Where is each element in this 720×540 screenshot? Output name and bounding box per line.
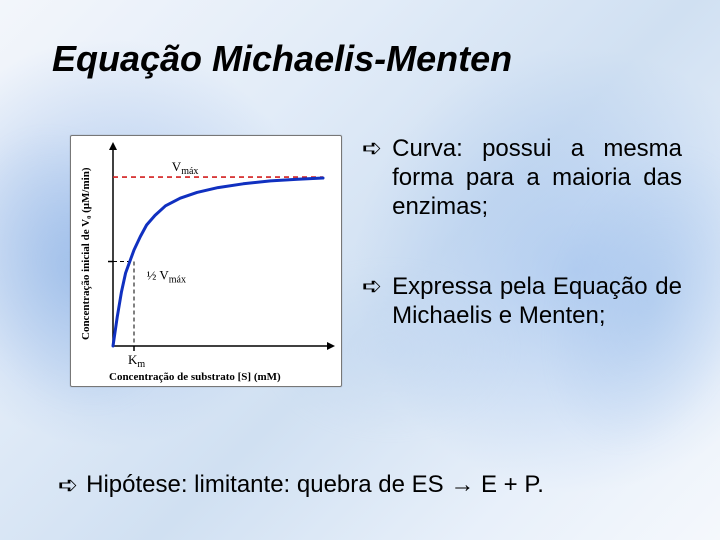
footer-bullet: ➪ Hipótese: limitante: quebra de ES → E …: [58, 471, 670, 500]
svg-text:Concentração de substrato [S]: Concentração de substrato [S] (mM): [109, 371, 281, 383]
bullet-arrow-icon: ➪: [362, 273, 382, 302]
bullet-item: ➪ Curva: possui a mesma forma para a mai…: [362, 135, 682, 221]
svg-text:½ Vmáx: ½ Vmáx: [147, 268, 186, 286]
mm-chart-svg: Vmáx ½ Vmáx Km Concentração inicial de V₀ (…: [71, 136, 341, 386]
bullet-list: ➪ Curva: possui a mesma forma para a mai…: [362, 135, 682, 383]
bullet-item: ➪ Expressa pela Equação de Michaelis e M…: [362, 273, 682, 331]
bullet-arrow-icon: ➪: [362, 135, 382, 164]
svg-text:Vmáx: Vmáx: [172, 159, 199, 177]
svg-text:Km: Km: [128, 352, 145, 370]
bullet-text: Expressa pela Equação de Michaelis e Men…: [392, 273, 682, 331]
slide: Equação Michaelis-Menten Vmáx½ VmáxKmCon…: [0, 0, 720, 540]
footer-text: Hipótese: limitante: quebra de ES → E + …: [86, 471, 544, 499]
bullet-arrow-icon: ➪: [58, 471, 78, 500]
svg-text:Concentração inicial de V₀ (μM: Concentração inicial de V₀ (μM/min): [80, 167, 92, 340]
bullet-text: Curva: possui a mesma forma para a maior…: [392, 135, 682, 221]
mm-chart: Vmáx ½ Vmáx Km Concentração inicial de V₀ (…: [70, 135, 342, 387]
slide-title: Equação Michaelis-Menten: [52, 38, 680, 80]
